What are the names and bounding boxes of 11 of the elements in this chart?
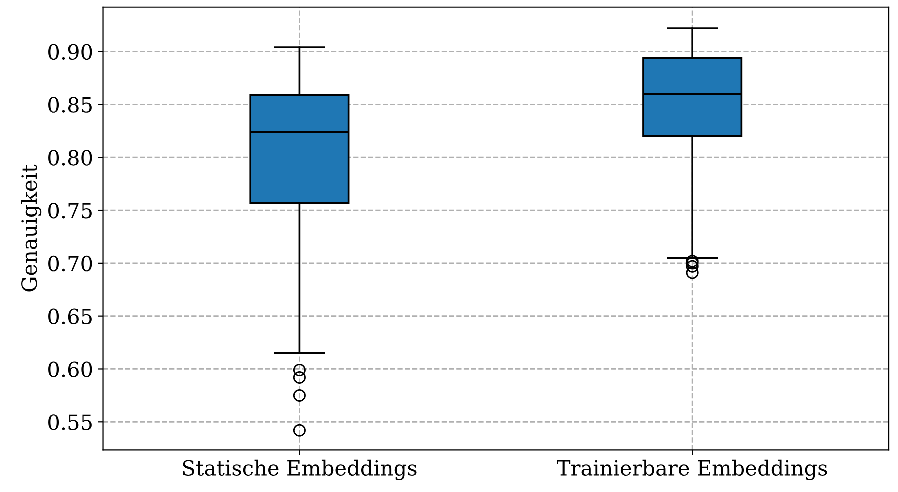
x-tick-label: Trainierbare Embeddings — [557, 460, 828, 480]
y-tick-label: 0.80 — [48, 150, 92, 166]
y-tick-label: 0.55 — [48, 414, 92, 430]
y-tick-label: 0.90 — [48, 44, 92, 60]
y-tick-label: 0.60 — [48, 362, 92, 378]
y-tick-label: 0.85 — [48, 97, 92, 113]
y-tick-label: 0.75 — [48, 202, 92, 219]
y-tick-label: 0.70 — [48, 256, 92, 272]
x-tick-label: Statische Embeddings — [183, 460, 417, 480]
y-tick-label: 0.65 — [48, 308, 92, 325]
y-axis-title: Genauigkeit — [21, 164, 42, 292]
